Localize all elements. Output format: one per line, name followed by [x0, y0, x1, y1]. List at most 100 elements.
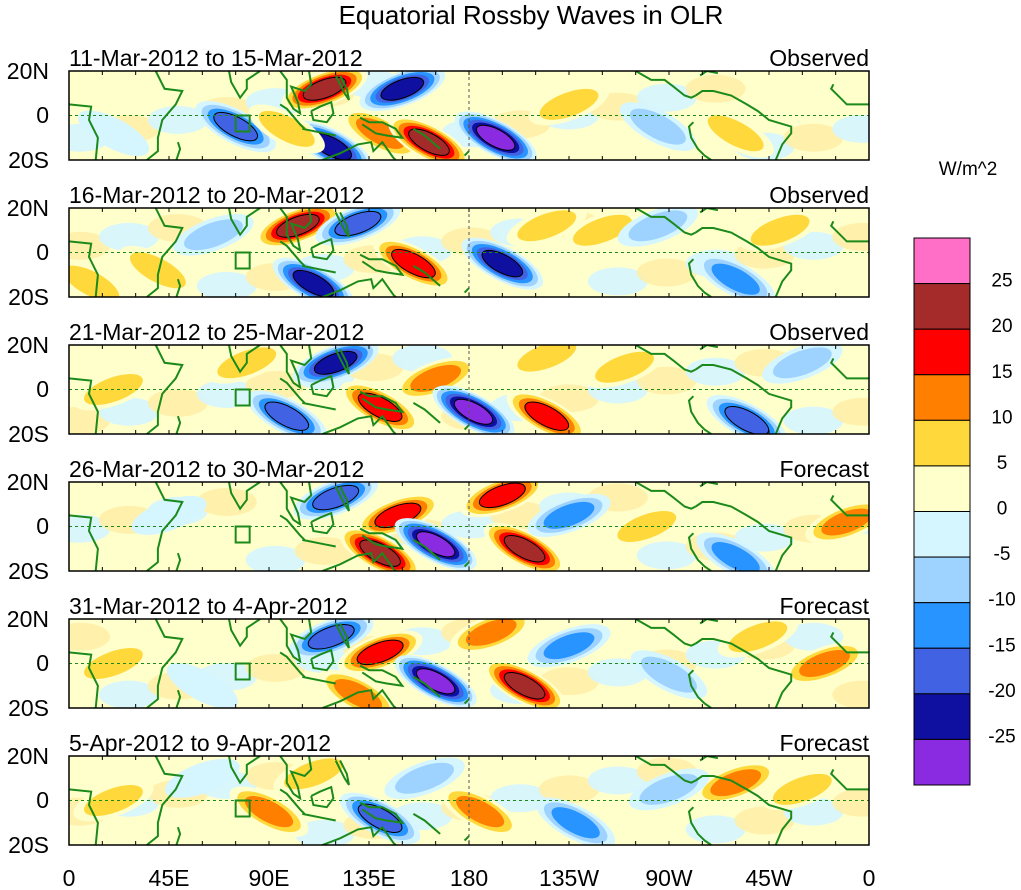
- anomaly-contour: [380, 76, 425, 101]
- colorbar-label: 20: [991, 316, 1012, 337]
- coastline: [69, 377, 99, 434]
- coastline: [166, 552, 182, 571]
- coastline: [228, 208, 261, 237]
- y-tick-label: 20S: [8, 558, 49, 584]
- x-tick-label: 180: [450, 865, 488, 890]
- colorbar-label: 5: [997, 453, 1008, 474]
- coastline: [695, 90, 793, 160]
- background-blob: [490, 784, 551, 813]
- colorbar-swatch: [913, 511, 971, 558]
- background-blob: [636, 366, 697, 395]
- panel-3: 21-Mar-2012 to 25-Mar-2012 Observed 20N 0 20…: [7, 319, 870, 447]
- coastline: [829, 357, 869, 380]
- coastline: [279, 756, 313, 801]
- colorbar-swatch: [913, 693, 971, 740]
- anomaly-contour: [711, 542, 760, 571]
- coastline: [228, 71, 261, 100]
- colorbar-swatch: [913, 419, 971, 467]
- coastline: [412, 127, 441, 150]
- y-tick-label: 0: [36, 787, 49, 813]
- panel-period: 26-Mar-2012 to 30-Mar-2012: [69, 456, 364, 482]
- region-box: [234, 114, 251, 133]
- anomaly-contour: [481, 249, 524, 278]
- coastline: [687, 258, 712, 297]
- coastline: [463, 287, 470, 294]
- anomaly-contour: [455, 796, 505, 828]
- colorbar-label: -25: [988, 726, 1015, 747]
- coastline: [310, 785, 335, 809]
- coastline: [69, 651, 99, 708]
- y-tick-label: 20S: [8, 832, 49, 858]
- y-tick-label: 0: [36, 239, 49, 265]
- coastline: [279, 482, 313, 527]
- anomaly-contour: [312, 484, 360, 511]
- panel-6: 5-Apr-2012 to 9-Apr-2012 Forecast 20N 0 20S: [7, 730, 870, 858]
- background-blob: [783, 622, 844, 651]
- chart-title: Equatorial Rossby Waves in OLR: [339, 0, 724, 30]
- panel-type: Forecast: [780, 593, 870, 619]
- y-tick-label: 0: [36, 650, 49, 676]
- y-tick-label: 20N: [7, 743, 49, 769]
- coastline: [279, 240, 306, 267]
- coastline: [166, 141, 182, 160]
- coastline: [69, 103, 99, 160]
- anomaly-contour: [131, 495, 207, 535]
- coastline: [321, 140, 397, 160]
- coastline: [146, 345, 184, 434]
- anomaly-contour: [641, 656, 697, 693]
- y-tick-label: 20S: [8, 284, 49, 310]
- coastline: [687, 121, 712, 160]
- coastline: [334, 211, 350, 238]
- panel-1: 11-Mar-2012 to 15-Mar-2012 Observed 20N 0 20…: [7, 45, 870, 173]
- coastline: [635, 208, 697, 236]
- background-blob: [783, 406, 844, 434]
- coastline: [463, 150, 470, 157]
- coastline: [279, 377, 306, 404]
- x-tick-label: 0: [63, 865, 76, 890]
- coastline: [302, 812, 336, 822]
- anomaly-contour: [772, 773, 832, 805]
- coastline: [635, 619, 697, 647]
- coastline: [146, 619, 184, 708]
- coastline: [695, 227, 793, 297]
- colorbar-swatch: [913, 738, 971, 786]
- anomaly-contour: [313, 350, 358, 375]
- background-blob: [99, 222, 159, 251]
- coastline: [310, 100, 335, 124]
- panel-type: Observed: [769, 182, 869, 208]
- anomaly-contour: [244, 796, 294, 828]
- coastline: [359, 664, 405, 688]
- y-tick-label: 0: [36, 376, 49, 402]
- coastline: [829, 631, 869, 654]
- anomaly-contour: [764, 482, 840, 520]
- colorbar-label: -20: [988, 681, 1015, 702]
- region-box: [234, 251, 251, 270]
- coastline: [279, 788, 306, 815]
- anomaly-contour: [333, 679, 383, 708]
- colorbar-swatch: [913, 283, 971, 330]
- colorbar-label: 0: [997, 499, 1008, 520]
- coastline: [687, 669, 712, 708]
- coastline: [334, 485, 350, 512]
- coastline: [279, 514, 306, 541]
- region-box: [234, 525, 251, 544]
- coastline: [412, 265, 441, 287]
- coastline: [310, 648, 335, 672]
- coastline: [334, 760, 350, 786]
- colorbar-label: -15: [988, 635, 1015, 656]
- coastline: [310, 511, 335, 535]
- anomaly-contour: [572, 214, 632, 246]
- anomaly-contour: [356, 639, 404, 666]
- colorbar-label: -10: [988, 590, 1015, 611]
- x-tick-label: 90W: [645, 865, 693, 890]
- background-blob: [245, 545, 306, 571]
- coastline: [69, 514, 99, 571]
- coastline: [635, 345, 697, 373]
- anomaly-contour: [764, 78, 840, 118]
- background-blob: [832, 788, 869, 817]
- background-blob: [587, 267, 648, 296]
- anomaly-contour: [595, 351, 654, 383]
- coastline: [359, 253, 405, 277]
- anomaly-contour: [517, 210, 577, 242]
- coastline: [146, 756, 184, 845]
